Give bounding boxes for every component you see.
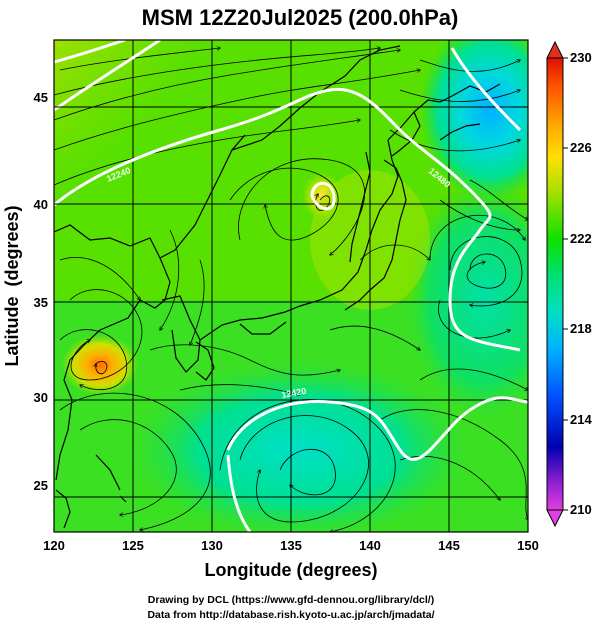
y-tick-label: 30 — [34, 390, 48, 405]
plot-area: 12240 12480 12420 — [54, 40, 528, 532]
colorbar-max-triangle — [546, 40, 564, 59]
contour-label: 12420 — [281, 386, 307, 400]
warm-region-west — [62, 335, 138, 395]
contours — [54, 40, 528, 532]
cool-region-east — [405, 180, 528, 420]
colorbar-tick-label: 214 — [570, 412, 592, 427]
colorbar: 230 226 222 218 214 210 — [546, 40, 592, 528]
x-tick-labels: 120 125 130 135 140 145 150 — [43, 538, 539, 553]
contour-line — [450, 47, 522, 132]
colorbar-tick-label: 222 — [570, 231, 592, 246]
chart-title: MSM 12Z20Jul2025 (200.0hPa) — [142, 5, 459, 30]
colorbar-tick-label: 210 — [570, 502, 592, 517]
x-tick-label: 120 — [43, 538, 65, 553]
colorbar-tick-label: 218 — [570, 321, 592, 336]
latlon-grid — [54, 40, 528, 532]
y-tick-label: 40 — [34, 197, 48, 212]
colorbar-tick-label: 226 — [570, 140, 592, 155]
contour-line — [226, 454, 252, 532]
x-tick-label: 135 — [280, 538, 302, 553]
y-tick-label: 45 — [34, 90, 48, 105]
x-tick-label: 140 — [359, 538, 381, 553]
cool-region-south — [130, 360, 470, 532]
x-axis — [53, 524, 529, 532]
credit-drawing: Drawing by DCL (https://www.gfd-dennou.o… — [148, 594, 434, 606]
y-axis — [54, 106, 62, 498]
contour-line — [54, 87, 521, 352]
cool-region-northeast — [420, 40, 528, 200]
contour-line — [54, 40, 126, 64]
y-axis-label: Latitude (degrees) — [2, 205, 22, 366]
contour-line — [54, 40, 161, 112]
contour-line — [226, 396, 528, 461]
colorbar-tick-label: 230 — [570, 50, 592, 65]
colorbar-gradient — [546, 57, 564, 511]
x-tick-label: 150 — [517, 538, 539, 553]
y-tick-labels: 45 40 35 30 25 — [34, 90, 48, 493]
colorbar-min-triangle — [546, 509, 564, 528]
y-tick-label: 35 — [34, 295, 48, 310]
x-axis-label: Longitude (degrees) — [204, 560, 377, 580]
warm-region-northwest — [54, 40, 264, 250]
streamlines — [54, 48, 528, 532]
contour-line — [310, 181, 336, 211]
x-tick-label: 125 — [122, 538, 144, 553]
x-tick-label: 130 — [201, 538, 223, 553]
y-tick-label: 25 — [34, 478, 48, 493]
x-tick-label: 145 — [438, 538, 460, 553]
credit-data: Data from http://database.rish.kyoto-u.a… — [147, 609, 434, 621]
